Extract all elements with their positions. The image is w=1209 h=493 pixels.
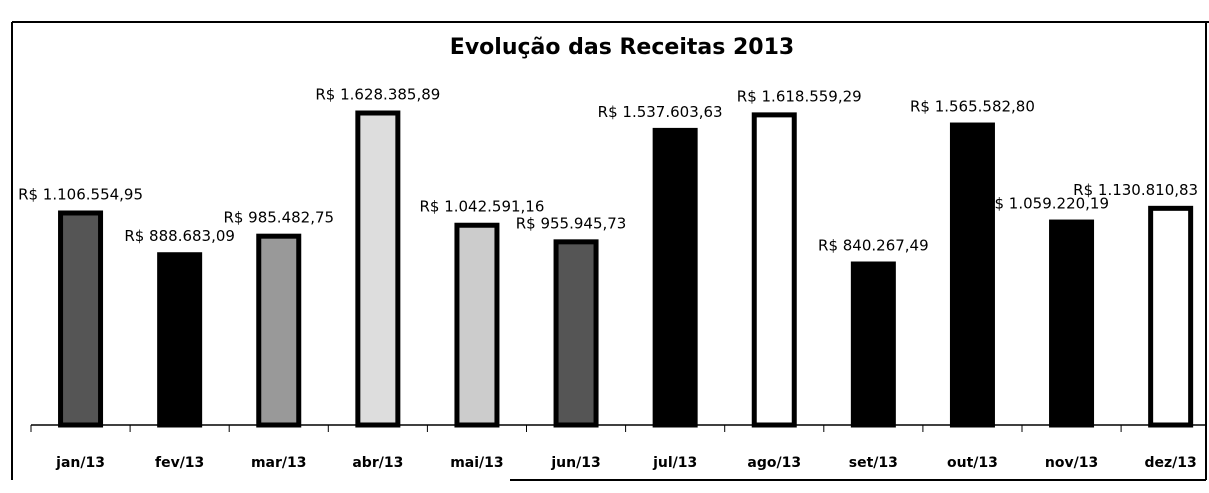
bar — [751, 112, 797, 428]
bar — [1148, 205, 1194, 428]
bar — [850, 261, 896, 428]
x-tick-label: fev/13 — [155, 455, 204, 471]
bar — [652, 127, 698, 428]
x-tick-label: ago/13 — [747, 455, 801, 471]
x-tick-label: nov/13 — [1045, 455, 1098, 471]
data-label: R$ 1.042.591,16 — [419, 198, 544, 216]
data-label: R$ 955.945,73 — [516, 214, 627, 232]
bar — [553, 239, 599, 428]
x-tick-label: out/13 — [947, 455, 998, 471]
data-label: R$ 1.059.220,19 — [984, 195, 1109, 213]
data-label: R$ 1.565.582,80 — [910, 98, 1035, 116]
x-tick-label: mai/13 — [450, 455, 503, 471]
bar — [256, 233, 302, 428]
data-label: R$ 888.683,09 — [124, 227, 235, 245]
data-label: R$ 840.267,49 — [818, 237, 929, 255]
data-label: R$ 1.537.603,63 — [598, 103, 723, 121]
x-tick-label: abr/13 — [352, 455, 403, 471]
bar — [454, 222, 500, 428]
x-tick-label: dez/13 — [1145, 455, 1197, 471]
data-label: R$ 985.482,75 — [223, 209, 334, 227]
chart-title: Evolução das Receitas 2013 — [450, 35, 794, 60]
x-tick-label: jan/13 — [55, 455, 105, 471]
bar — [157, 252, 203, 428]
data-label: R$ 1.628.385,89 — [315, 86, 440, 104]
x-tick-label: jul/13 — [652, 455, 697, 471]
bar — [1049, 219, 1095, 428]
x-tick-label: set/13 — [849, 455, 898, 471]
bar — [58, 210, 104, 428]
data-label: R$ 1.130.810,83 — [1073, 181, 1198, 199]
x-tick-label: mar/13 — [251, 455, 307, 471]
bar — [949, 122, 995, 428]
data-label: R$ 1.106.554,95 — [18, 185, 143, 203]
x-tick-label: jun/13 — [550, 455, 600, 471]
data-label: R$ 1.618.559,29 — [737, 87, 862, 105]
bar — [355, 110, 401, 428]
